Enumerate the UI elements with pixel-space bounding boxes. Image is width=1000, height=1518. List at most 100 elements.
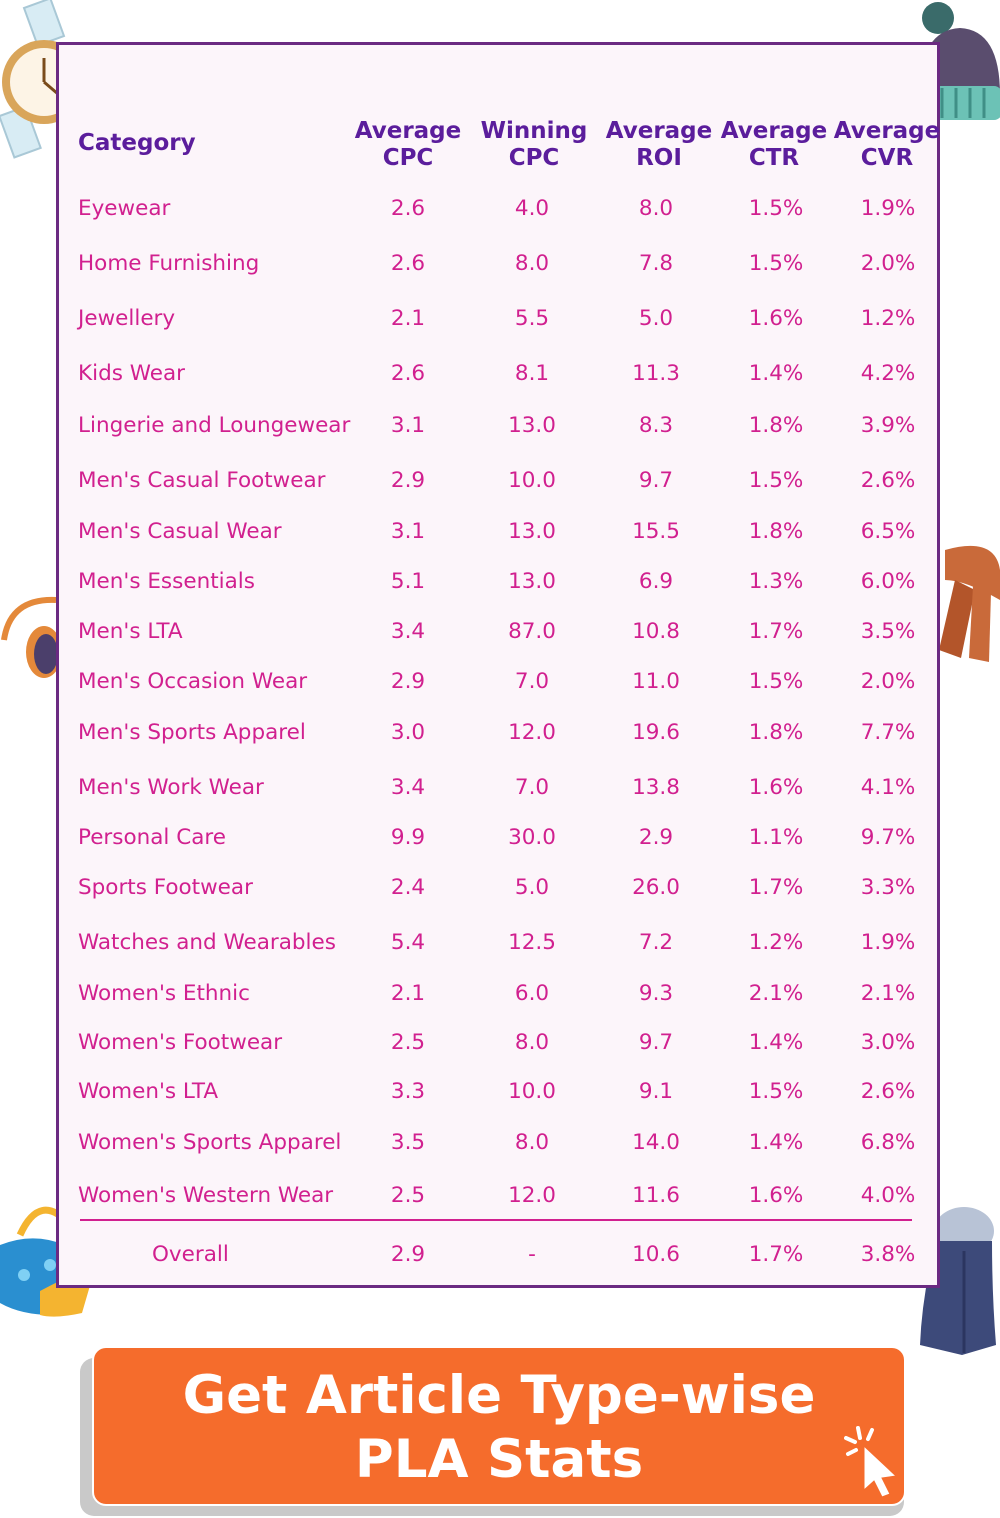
row-13-avg-roi: 2.9: [638, 825, 674, 850]
row-18-avg-cvr: 2.6%: [860, 1079, 916, 1104]
row-3-avg-cvr: 1.2%: [860, 306, 916, 331]
row-5-category: Lingerie and Loungewear: [78, 413, 351, 438]
row-2-avg-cvr: 2.0%: [860, 251, 916, 276]
row-7-avg-roi: 15.5: [632, 519, 680, 544]
row-8-avg-ctr: 1.3%: [748, 569, 804, 594]
row-4-category: Kids Wear: [78, 361, 185, 386]
row-18-category: Women's LTA: [78, 1079, 219, 1104]
overall-avg-roi: 10.6: [632, 1242, 680, 1267]
header-average-cvr: Average CVR: [833, 118, 941, 171]
row-12-avg-roi: 13.8: [632, 775, 680, 800]
row-7-win-cpc: 13.0: [508, 519, 556, 544]
row-17-avg-cvr: 3.0%: [860, 1030, 916, 1055]
row-1-avg-roi: 8.0: [638, 196, 674, 221]
row-2-win-cpc: 8.0: [514, 251, 550, 276]
row-11-avg-roi: 19.6: [632, 720, 680, 745]
cta-line-1: Get Article Type-wise: [182, 1365, 816, 1426]
row-16-avg-cvr: 2.1%: [860, 981, 916, 1006]
row-15-category: Watches and Wearables: [78, 930, 336, 955]
row-7-avg-ctr: 1.8%: [748, 519, 804, 544]
row-5-win-cpc: 13.0: [508, 413, 556, 438]
row-11-category: Men's Sports Apparel: [78, 720, 306, 745]
row-16-category: Women's Ethnic: [78, 981, 250, 1006]
row-18-avg-cpc: 3.3: [390, 1079, 426, 1104]
overall-win-cpc: -: [528, 1242, 536, 1267]
row-9-avg-ctr: 1.7%: [748, 619, 804, 644]
row-8-avg-cvr: 6.0%: [860, 569, 916, 594]
row-10-category: Men's Occasion Wear: [78, 669, 308, 694]
row-17-avg-cpc: 2.5: [390, 1030, 426, 1055]
row-10-avg-cvr: 2.0%: [860, 669, 916, 694]
row-3-avg-ctr: 1.6%: [748, 306, 804, 331]
row-3-avg-cpc: 2.1: [390, 306, 426, 331]
row-19-avg-cvr: 6.8%: [860, 1130, 916, 1155]
row-19-avg-cpc: 3.5: [390, 1130, 426, 1155]
row-1-category: Eyewear: [78, 196, 171, 221]
row-16-avg-cpc: 2.1: [390, 981, 426, 1006]
row-3-category: Jewellery: [78, 306, 176, 331]
row-6-avg-cpc: 2.9: [390, 468, 426, 493]
overall-divider: [80, 1219, 912, 1221]
row-9-avg-cpc: 3.4: [390, 619, 426, 644]
row-6-avg-ctr: 1.5%: [748, 468, 804, 493]
row-10-avg-roi: 11.0: [632, 669, 680, 694]
cursor-click-icon: [844, 1426, 898, 1498]
scarf-icon: [939, 545, 1000, 662]
row-14-win-cpc: 5.0: [514, 875, 550, 900]
row-12-avg-cvr: 4.1%: [860, 775, 916, 800]
row-13-avg-cvr: 9.7%: [860, 825, 916, 850]
row-15-avg-ctr: 1.2%: [748, 930, 804, 955]
row-4-avg-cpc: 2.6: [390, 361, 426, 386]
header-category: Category: [78, 130, 196, 156]
row-3-avg-roi: 5.0: [638, 306, 674, 331]
row-13-avg-cpc: 9.9: [390, 825, 426, 850]
row-10-avg-ctr: 1.5%: [748, 669, 804, 694]
row-14-avg-ctr: 1.7%: [748, 875, 804, 900]
row-17-avg-roi: 9.7: [638, 1030, 674, 1055]
row-19-avg-ctr: 1.4%: [748, 1130, 804, 1155]
row-17-win-cpc: 8.0: [514, 1030, 550, 1055]
row-11-avg-ctr: 1.8%: [748, 720, 804, 745]
row-14-avg-cpc: 2.4: [390, 875, 426, 900]
row-18-avg-ctr: 1.5%: [748, 1079, 804, 1104]
row-4-avg-roi: 11.3: [632, 361, 680, 386]
header-average-ctr: Average CTR: [720, 118, 828, 171]
stats-table-card: [56, 42, 940, 1288]
row-19-category: Women's Sports Apparel: [78, 1130, 342, 1155]
row-15-win-cpc: 12.5: [508, 930, 556, 955]
row-12-avg-cpc: 3.4: [390, 775, 426, 800]
row-8-avg-cpc: 5.1: [390, 569, 426, 594]
row-12-avg-ctr: 1.6%: [748, 775, 804, 800]
row-1-win-cpc: 4.0: [514, 196, 550, 221]
header-winning-cpc: Winning CPC: [480, 118, 588, 171]
row-6-category: Men's Casual Footwear: [78, 468, 326, 493]
overall-avg-ctr: 1.7%: [748, 1242, 804, 1267]
row-18-avg-roi: 9.1: [638, 1079, 674, 1104]
row-7-avg-cvr: 6.5%: [860, 519, 916, 544]
row-15-avg-cvr: 1.9%: [860, 930, 916, 955]
row-11-avg-cpc: 3.0: [390, 720, 426, 745]
get-article-stats-button[interactable]: Get Article Type-wise PLA Stats: [92, 1346, 906, 1506]
row-2-avg-roi: 7.8: [638, 251, 674, 276]
row-3-win-cpc: 5.5: [514, 306, 550, 331]
row-7-avg-cpc: 3.1: [390, 519, 426, 544]
row-19-avg-roi: 14.0: [632, 1130, 680, 1155]
row-8-category: Men's Essentials: [78, 569, 255, 594]
row-8-win-cpc: 13.0: [508, 569, 556, 594]
row-11-avg-cvr: 7.7%: [860, 720, 916, 745]
row-1-avg-ctr: 1.5%: [748, 196, 804, 221]
row-20-win-cpc: 12.0: [508, 1183, 556, 1208]
cta-line-2: PLA Stats: [354, 1429, 644, 1490]
row-14-category: Sports Footwear: [78, 875, 253, 900]
row-9-avg-cvr: 3.5%: [860, 619, 916, 644]
row-2-category: Home Furnishing: [78, 251, 260, 276]
row-5-avg-ctr: 1.8%: [748, 413, 804, 438]
header-average-cpc: Average CPC: [354, 118, 462, 171]
row-20-avg-ctr: 1.6%: [748, 1183, 804, 1208]
row-4-win-cpc: 8.1: [514, 361, 550, 386]
header-average-roi: Average ROI: [605, 118, 713, 171]
row-20-category: Women's Western Wear: [78, 1183, 334, 1208]
row-13-category: Personal Care: [78, 825, 227, 850]
row-2-avg-ctr: 1.5%: [748, 251, 804, 276]
row-10-avg-cpc: 2.9: [390, 669, 426, 694]
